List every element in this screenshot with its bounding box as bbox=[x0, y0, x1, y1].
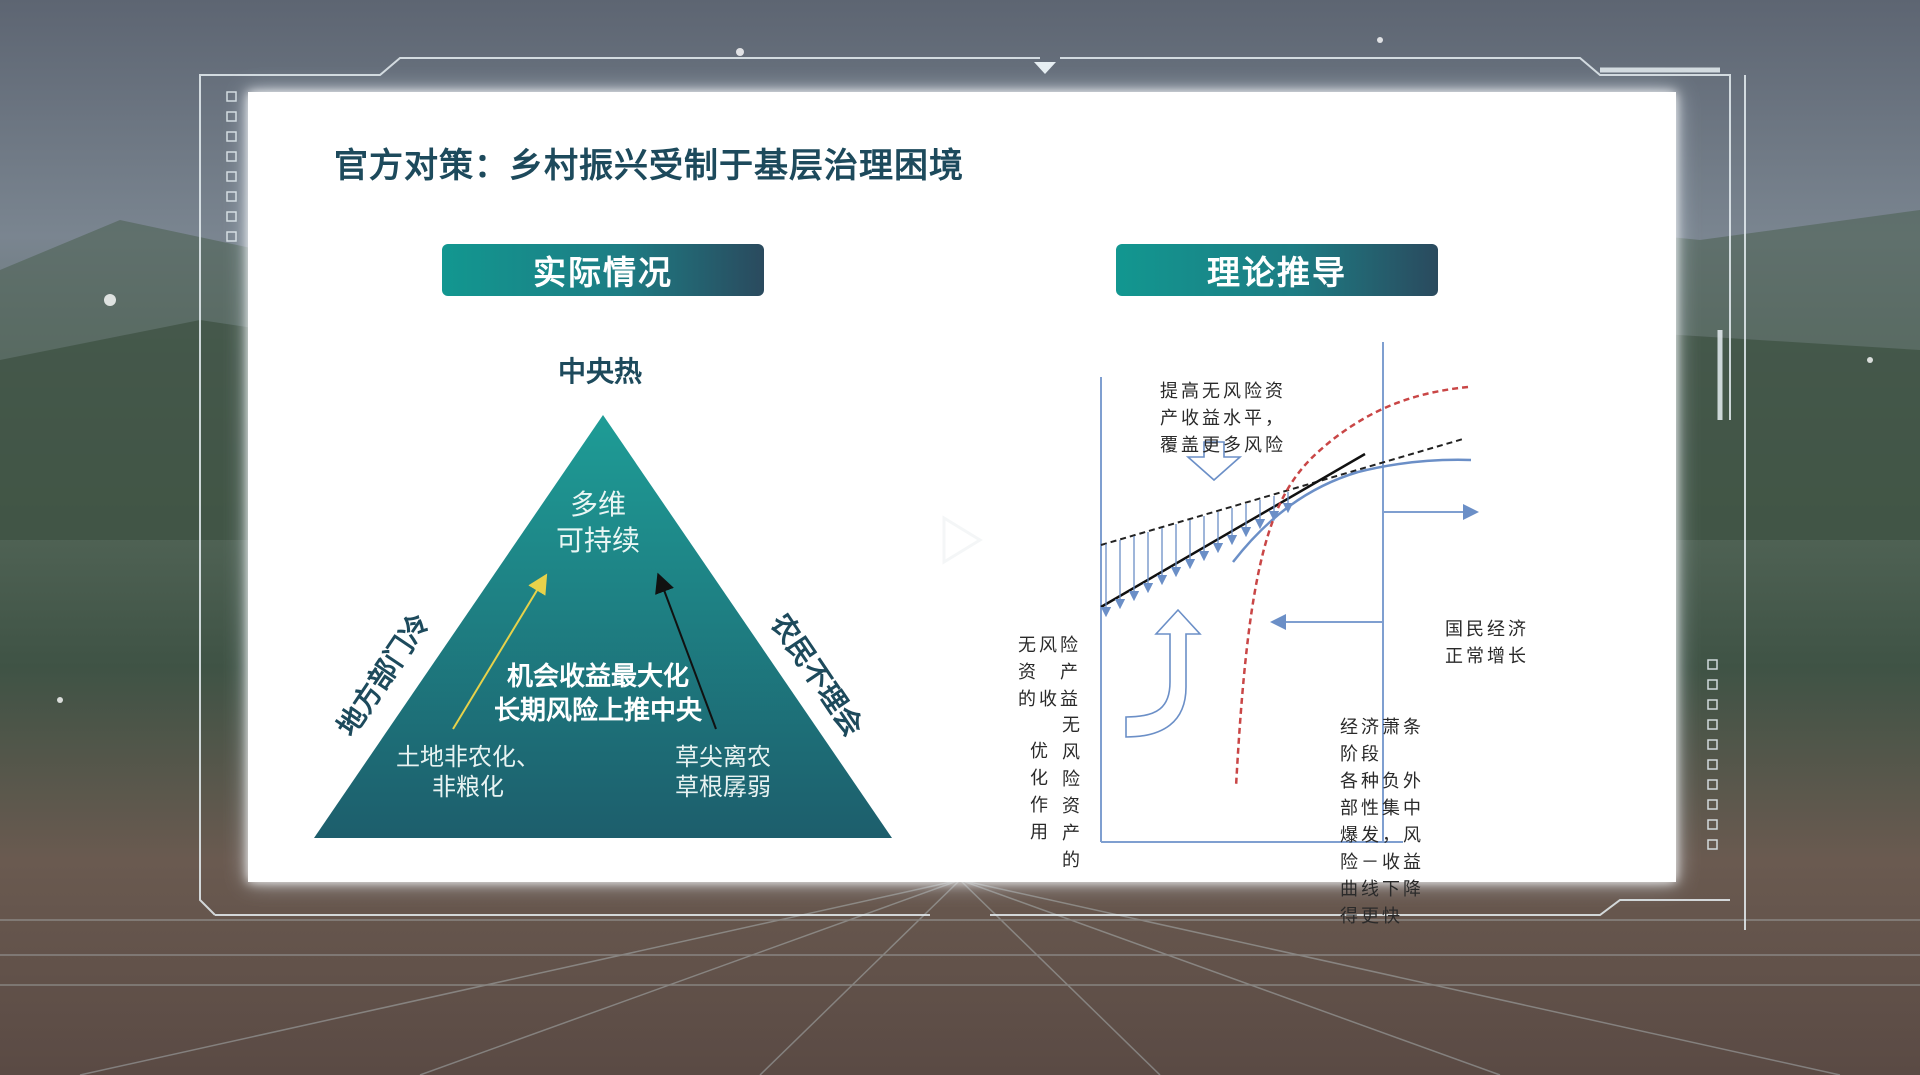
arrow-up-left bbox=[452, 573, 548, 730]
triangle-shape bbox=[314, 415, 892, 838]
label-multi: 多维 bbox=[569, 488, 626, 521]
label-land-nonagri: 土地非农化、 非粮化 bbox=[378, 742, 558, 802]
label-grass: 草尖离农 草根孱弱 bbox=[648, 742, 798, 802]
riskfree-line2: 资 产 bbox=[1018, 662, 1081, 683]
label-grass-line1: 草尖离农 bbox=[675, 743, 771, 771]
label-multi-sustainable: 多维 可持续 bbox=[478, 487, 718, 559]
note-raise-line3: 覆盖更多风险 bbox=[1160, 435, 1286, 456]
depression-line2: 阶段 bbox=[1340, 744, 1382, 765]
label-riskfree-return: 无风险 资 产 的收益 bbox=[1018, 632, 1084, 713]
normal-growth-line2: 正常增长 bbox=[1445, 646, 1529, 667]
risk-return-diagram: 提高无风险资 产收益水平， 覆盖更多风险 无风险 资 产 的收益 优化作用 无风… bbox=[1018, 342, 1618, 927]
note-raise-line1: 提高无风险资 bbox=[1160, 381, 1286, 402]
play-icon[interactable] bbox=[930, 510, 990, 570]
label-land-line2: 非粮化 bbox=[432, 773, 504, 801]
depression-line1: 经济萧条 bbox=[1340, 717, 1424, 738]
label-optimization-col1: 优化作用 bbox=[1030, 741, 1048, 843]
page-title: 官方对策：乡村振兴受制于基层治理困境 bbox=[334, 146, 964, 186]
label-grass-line2: 草根孱弱 bbox=[675, 773, 771, 801]
note-raise-riskfree: 提高无风险资 产收益水平， 覆盖更多风险 bbox=[1160, 378, 1286, 459]
label-optimization-col2: 无风险资产的 bbox=[1062, 715, 1080, 871]
label-sustainable: 可持续 bbox=[555, 524, 640, 557]
header-theory-derivation: 理论推导 bbox=[1116, 244, 1438, 296]
arrow-up-right bbox=[655, 572, 717, 730]
depression-line7: 曲线下降 bbox=[1340, 879, 1424, 900]
depression-line3: 各种负外 bbox=[1340, 771, 1424, 792]
triangle-diagram: 中央热 多维 可持续 机会收益最大化 长期风险上推中央 土地非农化、 非粮化 草… bbox=[248, 92, 948, 882]
label-normal-growth: 国民经济 正常增长 bbox=[1445, 616, 1529, 670]
depression-line5: 爆发，风 bbox=[1340, 825, 1424, 846]
label-depression-stage: 经济萧条 阶段 各种负外 部性集中 爆发，风 险－收益 曲线下降 得更快 bbox=[1340, 714, 1424, 930]
depression-line8: 得更快 bbox=[1340, 906, 1403, 927]
note-raise-line2: 产收益水平， bbox=[1160, 408, 1286, 429]
label-land-line1: 土地非农化、 bbox=[396, 743, 540, 771]
depression-line6: 险－收益 bbox=[1340, 852, 1424, 873]
riskfree-line3: 的收益 bbox=[1018, 689, 1081, 710]
header-actual-situation: 实际情况 bbox=[442, 244, 764, 296]
label-push-risk-central: 长期风险上推中央 bbox=[493, 696, 702, 726]
normal-growth-line1: 国民经济 bbox=[1445, 619, 1529, 640]
slide-card: 官方对策：乡村振兴受制于基层治理困境 实际情况 理论推导 中央热 bbox=[248, 92, 1676, 927]
riskfree-line1: 无风险 bbox=[1018, 635, 1081, 656]
label-opportunity: 机会收益最大化 长期风险上推中央 bbox=[448, 660, 748, 728]
label-central-hot: 中央热 bbox=[557, 355, 642, 388]
depression-line4: 部性集中 bbox=[1340, 798, 1424, 819]
label-maximize-opportunity: 机会收益最大化 bbox=[506, 662, 689, 692]
